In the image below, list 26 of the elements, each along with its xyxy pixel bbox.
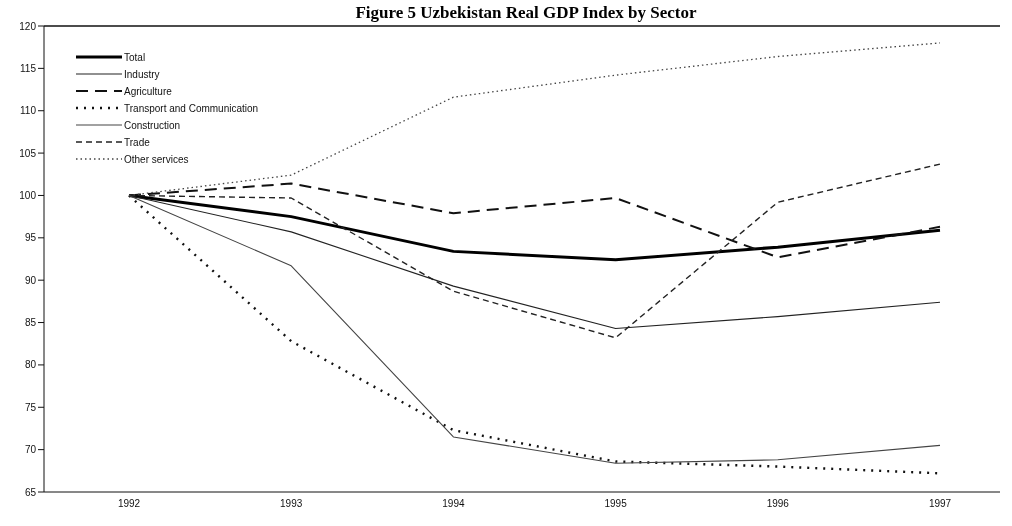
y-tick-label: 65 xyxy=(24,486,37,498)
chart-title: Figure 5 Uzbekistan Real GDP Index by Sector xyxy=(354,3,698,22)
x-tick-label: 1996 xyxy=(766,498,790,510)
legend-label: Transport and Communication xyxy=(124,103,259,114)
y-tick-label: 105 xyxy=(19,147,37,159)
x-tick-label: 1994 xyxy=(442,498,465,510)
legend-label: Industry xyxy=(124,69,160,80)
y-tick-label: 110 xyxy=(20,105,37,117)
legend-label: Other services xyxy=(124,154,189,165)
x-tick-label: 1995 xyxy=(604,498,628,510)
y-tick-label: 90 xyxy=(24,274,37,286)
y-tick-label: 115 xyxy=(20,62,37,74)
x-tick-label: 1992 xyxy=(117,498,141,510)
legend-label: Agriculture xyxy=(124,86,173,97)
y-tick-label: 95 xyxy=(24,232,37,244)
x-tick-label: 1997 xyxy=(928,498,952,510)
y-tick-label: 100 xyxy=(19,190,37,201)
legend-label: Trade xyxy=(124,137,151,148)
legend-label: Total xyxy=(124,52,146,63)
legend-label: Construction xyxy=(124,120,181,131)
x-tick-label: 1993 xyxy=(280,498,303,510)
y-tick-label: 80 xyxy=(24,359,37,371)
y-tick-label: 70 xyxy=(24,444,37,456)
y-tick-label: 85 xyxy=(24,317,37,329)
y-tick-label: 120 xyxy=(19,20,37,32)
y-tick-label: 75 xyxy=(24,401,37,413)
